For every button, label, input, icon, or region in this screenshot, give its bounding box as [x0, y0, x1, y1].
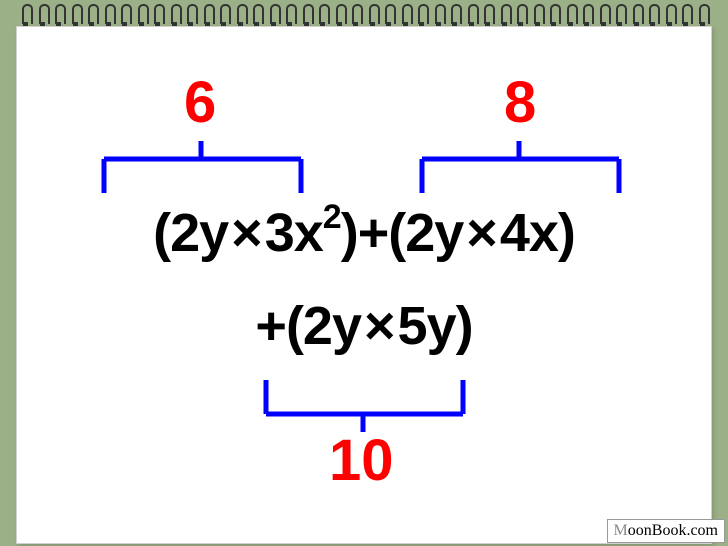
- paren-close-2: ): [558, 203, 575, 263]
- watermark-text: oonBook.com: [628, 522, 718, 539]
- paren-open-2: (: [388, 203, 405, 263]
- term-5y: 5y: [398, 296, 456, 356]
- bracket-bottom: [263, 380, 473, 440]
- bracket-top-right: [419, 141, 629, 201]
- term-3x: 3x: [265, 203, 323, 263]
- content-area: 6 8 10 (2y×3x2)+(2y×4x) +(2y×5y): [47, 69, 681, 523]
- term-2y-2: 2y: [405, 203, 463, 263]
- annotation-8: 8: [504, 69, 536, 136]
- times-icon-3: ×: [361, 296, 398, 356]
- term-4x: 4x: [500, 203, 558, 263]
- notebook-page: 6 8 10 (2y×3x2)+(2y×4x) +(2y×5y): [16, 26, 712, 544]
- plus-2: +: [255, 296, 286, 356]
- exponent-2: 2: [323, 198, 341, 236]
- watermark-prefix: M: [614, 522, 628, 539]
- plus-1: +: [358, 203, 389, 263]
- annotation-6: 6: [184, 69, 216, 136]
- paren-close-3: ): [456, 296, 473, 356]
- equation-line-1: (2y×3x2)+(2y×4x): [47, 202, 681, 264]
- paren-close-1: ): [341, 203, 358, 263]
- times-icon-1: ×: [228, 203, 265, 263]
- equation-line-2: +(2y×5y): [47, 295, 681, 357]
- term-2y-3: 2y: [303, 296, 361, 356]
- bracket-top-left: [101, 141, 311, 201]
- paren-open-3: (: [286, 296, 303, 356]
- term-2y-1: 2y: [170, 203, 228, 263]
- watermark: MoonBook.com: [607, 519, 725, 543]
- paren-open-1: (: [153, 203, 170, 263]
- times-icon-2: ×: [463, 203, 500, 263]
